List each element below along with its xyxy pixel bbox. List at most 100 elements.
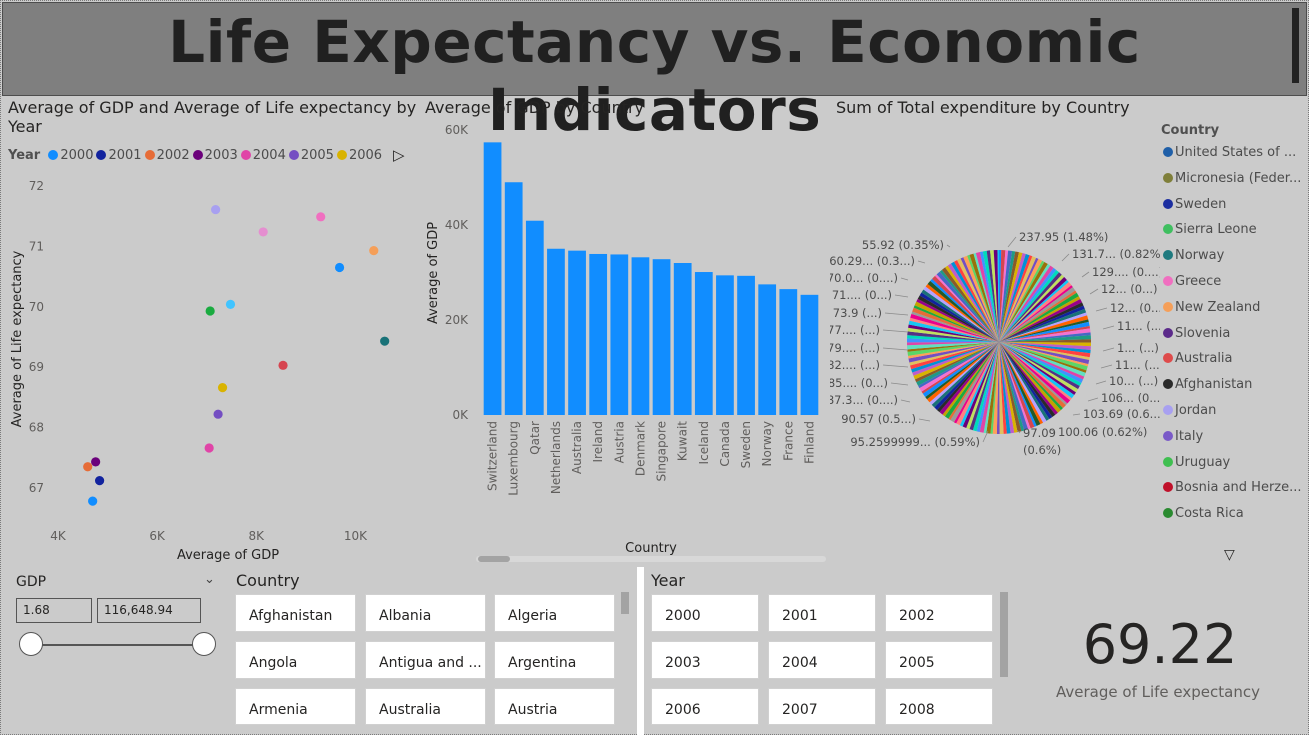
pie-slice[interactable]	[999, 285, 1073, 342]
pie-slice[interactable]	[913, 342, 999, 380]
pie-slice[interactable]	[999, 342, 1018, 433]
scatter-legend-item[interactable]: 2005	[288, 148, 334, 163]
pie-slice[interactable]	[999, 342, 1007, 434]
pie-slice[interactable]	[926, 342, 999, 403]
pie-slice[interactable]	[999, 342, 1090, 365]
pie-slice[interactable]	[996, 342, 1000, 435]
scatter-point[interactable]	[211, 204, 221, 215]
pie-slice[interactable]	[999, 272, 1062, 342]
pie-slice[interactable]	[990, 250, 999, 342]
pie-slice[interactable]	[986, 342, 999, 434]
bar[interactable]	[758, 284, 777, 415]
pie-slice[interactable]	[999, 342, 1086, 377]
pie-slice[interactable]	[999, 342, 1091, 347]
pie-slice[interactable]	[960, 257, 999, 342]
pie-slice[interactable]	[999, 342, 1053, 420]
pie-slice[interactable]	[932, 275, 999, 342]
pie-slice[interactable]	[999, 257, 1039, 342]
pie-slice[interactable]	[954, 260, 999, 342]
bar[interactable]	[631, 257, 650, 415]
pie-slice[interactable]	[921, 289, 999, 342]
pie-slice[interactable]	[916, 342, 999, 386]
scatter-point[interactable]	[380, 336, 390, 346]
pie-slice[interactable]	[929, 342, 999, 405]
pie-slice[interactable]	[907, 335, 999, 342]
pie-slice[interactable]	[999, 321, 1090, 342]
pie-slice[interactable]	[999, 250, 1002, 342]
pie-slice[interactable]	[947, 263, 999, 342]
pie-slice[interactable]	[907, 331, 999, 342]
pie-legend-item[interactable]: Australia	[1163, 351, 1233, 366]
pie-slice[interactable]	[999, 342, 1090, 361]
pie-slice[interactable]	[956, 342, 999, 426]
pie-slice[interactable]	[999, 332, 1091, 342]
scatter-point[interactable]	[217, 383, 228, 393]
pie-slice[interactable]	[999, 342, 1080, 390]
pie-slice[interactable]	[972, 342, 999, 432]
pie-slice[interactable]	[963, 255, 999, 342]
pie-slice[interactable]	[944, 342, 999, 419]
pie-slice[interactable]	[999, 287, 1076, 342]
pie-slice[interactable]	[999, 342, 1091, 354]
slicer-item[interactable]: Armenia	[235, 688, 356, 725]
pie-slice[interactable]	[999, 261, 1048, 342]
pie-slice[interactable]	[999, 342, 1037, 427]
pie-slice[interactable]	[950, 342, 999, 423]
pie-slice[interactable]	[907, 342, 999, 356]
bar[interactable]	[504, 182, 523, 415]
pie-legend-item[interactable]: Norway	[1163, 248, 1224, 263]
gdp-slider-max-handle[interactable]	[192, 632, 216, 656]
pie-slice[interactable]	[925, 283, 999, 342]
scatter-point[interactable]	[213, 409, 223, 419]
country-slicer-scrollbar[interactable]	[621, 592, 629, 614]
pie-slice[interactable]	[999, 342, 1078, 393]
slicer-item[interactable]: Australia	[365, 688, 486, 725]
pie-slice[interactable]	[999, 269, 1060, 342]
pie-slice[interactable]	[941, 267, 999, 342]
pie-slice[interactable]	[999, 342, 1022, 433]
slicer-item[interactable]: Angola	[235, 641, 356, 679]
pie-slice[interactable]	[945, 265, 999, 342]
pie-slice[interactable]	[999, 342, 1011, 434]
slicer-item[interactable]: Austria	[494, 688, 615, 725]
pie-slice[interactable]	[930, 278, 999, 342]
slicer-item[interactable]: 2007	[768, 688, 876, 725]
pie-slice[interactable]	[999, 342, 1029, 431]
pie-slice[interactable]	[999, 250, 1016, 342]
pie-slice[interactable]	[999, 251, 1019, 342]
pie-legend-item[interactable]: Slovenia	[1163, 326, 1230, 341]
pie-slice[interactable]	[999, 342, 1084, 383]
bar[interactable]	[568, 250, 586, 415]
play-icon[interactable]: ▷	[393, 146, 405, 164]
chevron-down-icon[interactable]: ▽	[1224, 547, 1235, 563]
pie-slice[interactable]	[999, 250, 1006, 342]
pie-legend-item[interactable]: Uruguay	[1163, 455, 1230, 470]
pie-slice[interactable]	[999, 250, 1009, 342]
pie-slice[interactable]	[976, 342, 999, 432]
gdp-slider-track[interactable]	[32, 644, 205, 646]
pie-slice[interactable]	[999, 342, 1044, 425]
chevron-down-icon[interactable]: ⌄	[204, 572, 215, 587]
pie-slice[interactable]	[922, 342, 999, 397]
pie-slice[interactable]	[999, 302, 1084, 342]
pie-slice[interactable]	[916, 298, 999, 342]
scatter-point[interactable]	[204, 443, 214, 453]
pie-slice[interactable]	[999, 342, 1050, 421]
pie-slice[interactable]	[999, 342, 1076, 395]
bar-scrollbar-thumb[interactable]	[478, 556, 510, 562]
pie-slice[interactable]	[999, 342, 1082, 387]
pie-slice[interactable]	[959, 342, 999, 427]
pie-slice[interactable]	[999, 342, 1068, 406]
pie-slice[interactable]	[939, 269, 999, 342]
pie-slice[interactable]	[953, 342, 999, 424]
pie-slice[interactable]	[939, 342, 1000, 415]
pie-slice[interactable]	[999, 292, 1079, 342]
pie-slice[interactable]	[907, 342, 999, 352]
pie-slice[interactable]	[908, 320, 999, 342]
slicer-item[interactable]: Afghanistan	[235, 594, 356, 632]
slicer-item[interactable]: Albania	[365, 594, 486, 632]
pie-slice[interactable]	[999, 342, 1091, 350]
pie-slice[interactable]	[999, 342, 1066, 409]
slicer-item[interactable]: Argentina	[494, 641, 615, 679]
pie-slice[interactable]	[999, 255, 1033, 342]
